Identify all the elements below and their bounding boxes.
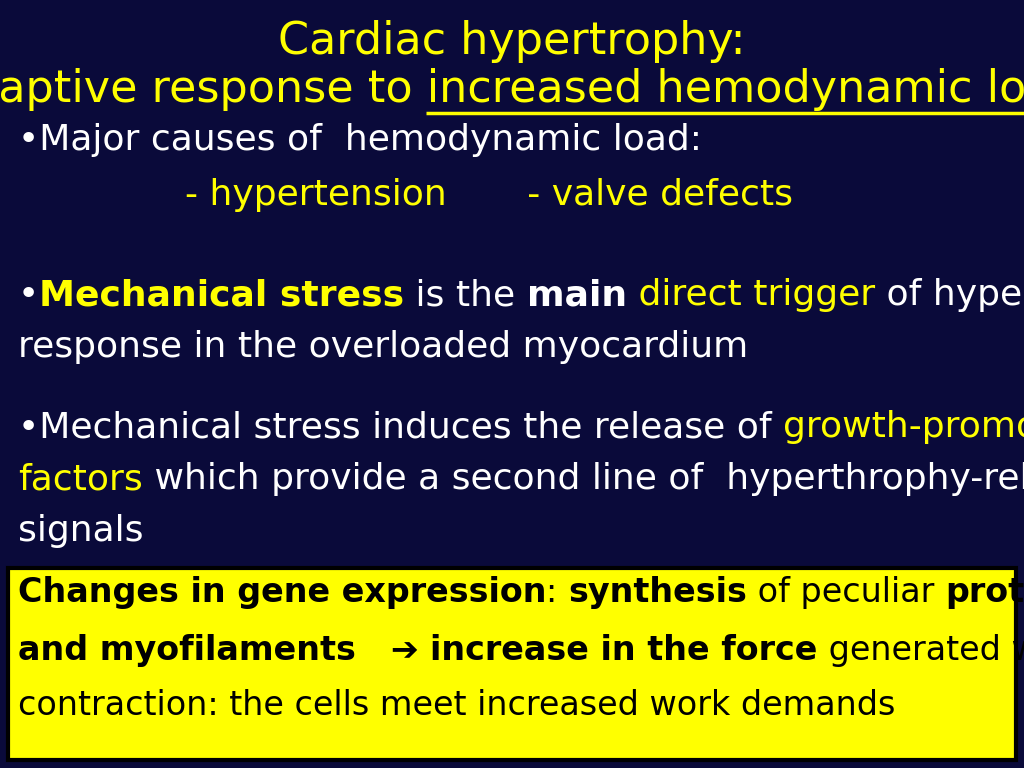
Text: •: • (18, 278, 39, 312)
Text: :: : (547, 576, 568, 609)
Text: main: main (527, 278, 627, 312)
Text: proteins: proteins (945, 576, 1024, 609)
Text: signals: signals (18, 514, 143, 548)
Text: is the: is the (404, 278, 527, 312)
Text: synthesis: synthesis (568, 576, 748, 609)
Text: factors: factors (18, 462, 142, 496)
Text: Mechanical stress: Mechanical stress (39, 278, 404, 312)
Text: •Major causes of  hemodynamic load:: •Major causes of hemodynamic load: (18, 123, 702, 157)
Text: •Mechanical stress induces the release of: •Mechanical stress induces the release o… (18, 410, 783, 444)
Text: of hyperthrophic: of hyperthrophic (876, 278, 1024, 312)
Text: adaptive response to increased hemodynamic load: adaptive response to increased hemodynam… (0, 68, 1024, 111)
Text: - hypertension       - valve defects: - hypertension - valve defects (185, 178, 793, 212)
Text: increase in the force: increase in the force (430, 634, 818, 667)
Text: direct trigger: direct trigger (627, 278, 876, 312)
Text: Changes in gene expression: Changes in gene expression (18, 576, 547, 609)
Bar (8, 568, 1016, 760)
Text: response in the overloaded myocardium: response in the overloaded myocardium (18, 330, 749, 364)
Text: which provide a second line of  hyperthrophy-related: which provide a second line of hyperthro… (142, 462, 1024, 496)
Text: and myofilaments: and myofilaments (18, 634, 356, 667)
Text: of peculiar: of peculiar (748, 576, 945, 609)
Text: contraction: the cells meet increased work demands: contraction: the cells meet increased wo… (18, 689, 895, 722)
Text: Cardiac hypertrophy:: Cardiac hypertrophy: (279, 20, 745, 63)
Text: generated with each: generated with each (818, 634, 1024, 667)
Text: growth-promoting: growth-promoting (783, 410, 1024, 444)
Text: ➔: ➔ (356, 634, 430, 667)
